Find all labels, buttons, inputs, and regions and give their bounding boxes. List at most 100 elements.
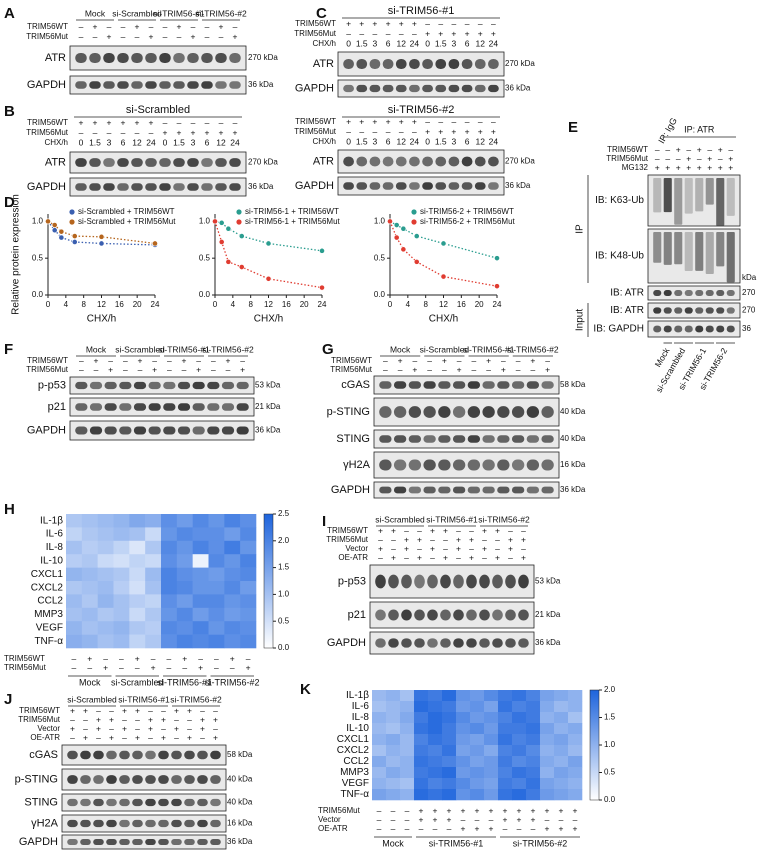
heatmap-cell [554, 767, 569, 779]
heatmap-cell [66, 594, 83, 609]
blot-band [674, 178, 683, 225]
axis-title: CHX/h [254, 314, 283, 325]
blot-band [427, 638, 438, 648]
heatmap-cell [414, 745, 429, 757]
condition-sign: + [430, 543, 435, 553]
heatmap-cell [176, 567, 193, 582]
heatmap-cell [470, 767, 485, 779]
blot-band [401, 574, 412, 589]
condition-sign: 3 [191, 137, 196, 147]
heatmap-cell [428, 734, 443, 746]
blot-band [343, 182, 354, 190]
blot-band [229, 81, 241, 89]
kda-label: 36 kDa [560, 485, 586, 494]
condition-sign: + [545, 364, 550, 374]
condition-sign: – [486, 364, 491, 374]
blot-band [89, 426, 103, 435]
heatmap-cell [372, 734, 387, 746]
blot-band [716, 325, 725, 333]
heatmap-cell [97, 581, 114, 595]
blot-band [427, 609, 438, 621]
condition-sign: + [475, 805, 480, 815]
heatmap-cell [161, 567, 178, 582]
condition-sign: – [226, 364, 231, 374]
heatmap-cell [224, 514, 241, 528]
heatmap-cell [568, 756, 583, 768]
kda-label: 21 kDa [255, 402, 281, 411]
blot-band [145, 52, 157, 64]
blot-band [75, 403, 88, 411]
condition-sign: – [516, 364, 521, 374]
blot-band [103, 52, 115, 64]
blot-band [395, 58, 407, 70]
row-label: CCL2 [37, 596, 63, 607]
condition-sign: – [93, 127, 98, 137]
condition-label: TRIM56Mut [606, 154, 649, 163]
blot-band [526, 435, 540, 443]
blot-band [177, 426, 191, 435]
blot-band [393, 486, 407, 494]
heatmap-cell [470, 745, 485, 757]
data-point [71, 233, 78, 239]
condition-sign: + [70, 705, 75, 715]
blot-band [388, 574, 399, 589]
series-line [47, 220, 156, 245]
heatmap-cell [129, 514, 146, 528]
blot-band [89, 381, 103, 390]
protein-label: ATR [45, 52, 66, 64]
heatmap-cell [512, 767, 527, 779]
blot-band [423, 435, 436, 443]
condition-sign: – [398, 364, 403, 374]
blot-band [89, 403, 103, 411]
heatmap-cell [386, 712, 401, 724]
legend-marker [236, 209, 242, 215]
condition-sign: – [93, 31, 98, 41]
blot-band [726, 307, 735, 314]
blot-band [409, 84, 420, 93]
condition-sign: – [108, 355, 113, 365]
condition-sign: – [135, 662, 140, 672]
condition-sign: – [697, 153, 702, 163]
condition-sign: – [135, 714, 140, 724]
group-label: si-TRIM56-#2 [170, 694, 222, 704]
condition-sign: + [135, 653, 140, 663]
blot-band [453, 574, 464, 589]
condition-label: TRIM56WT [4, 654, 45, 663]
heatmap-cell [224, 607, 241, 622]
blot-band [684, 290, 693, 296]
condition-sign: + [200, 714, 205, 724]
condition-sign: – [191, 117, 196, 127]
protein-label: p-STING [15, 773, 58, 785]
blot-band [145, 775, 156, 784]
condition-sign: + [163, 127, 168, 137]
blot-band [119, 775, 130, 784]
condition-sign: + [240, 364, 245, 374]
blot-band [438, 435, 451, 443]
blot-band [505, 638, 516, 648]
condition-sign: – [378, 534, 383, 544]
blot-band [401, 638, 412, 648]
x-tick-label: 4 [406, 300, 411, 309]
heatmap-cell [224, 554, 241, 568]
heatmap-cell [568, 767, 583, 779]
protein-label: γH2A [31, 817, 59, 829]
protein-label: p-p53 [338, 575, 366, 587]
blot-band [393, 381, 407, 389]
heatmap-cell [484, 767, 499, 779]
condition-sign: + [108, 364, 113, 374]
heatmap-cell [129, 527, 146, 542]
condition-label: CHX/h [312, 137, 336, 146]
condition-sign: 0 [346, 136, 351, 146]
heatmap-cell [81, 621, 98, 635]
blot-band [173, 81, 185, 89]
colorbar [263, 513, 274, 649]
blot-band [440, 574, 451, 589]
blot-band [526, 486, 540, 494]
heatmap-cell [428, 690, 443, 702]
condition-sign: – [383, 364, 388, 374]
heatmap-cell [208, 634, 225, 649]
blot-band [422, 156, 433, 167]
data-point [400, 225, 407, 232]
condition-sign: – [359, 28, 364, 38]
heatmap-cell [414, 789, 429, 801]
